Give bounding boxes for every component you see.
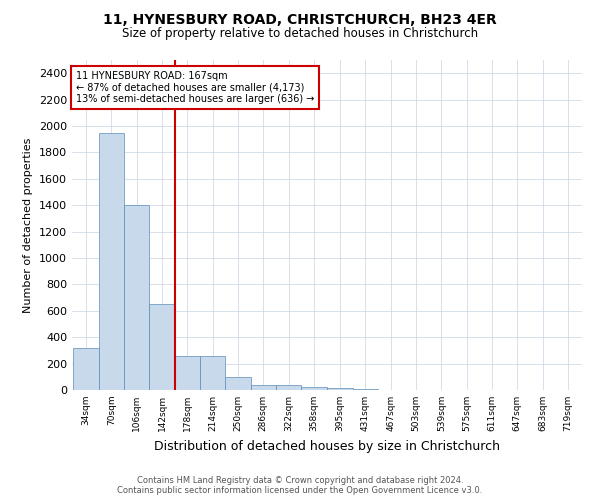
Text: 11, HYNESBURY ROAD, CHRISTCHURCH, BH23 4ER: 11, HYNESBURY ROAD, CHRISTCHURCH, BH23 4… <box>103 12 497 26</box>
Bar <box>276 384 301 390</box>
Bar <box>149 304 175 390</box>
Bar <box>251 384 276 390</box>
Text: Contains HM Land Registry data © Crown copyright and database right 2024.
Contai: Contains HM Land Registry data © Crown c… <box>118 476 482 495</box>
Bar <box>73 348 99 390</box>
Bar <box>328 388 353 390</box>
X-axis label: Distribution of detached houses by size in Christchurch: Distribution of detached houses by size … <box>154 440 500 452</box>
Bar <box>200 356 226 390</box>
Text: Size of property relative to detached houses in Christchurch: Size of property relative to detached ho… <box>122 28 478 40</box>
Y-axis label: Number of detached properties: Number of detached properties <box>23 138 34 312</box>
Bar <box>175 356 200 390</box>
Bar <box>301 386 326 390</box>
Bar <box>226 378 251 390</box>
Bar <box>124 205 149 390</box>
Text: 11 HYNESBURY ROAD: 167sqm
← 87% of detached houses are smaller (4,173)
13% of se: 11 HYNESBURY ROAD: 167sqm ← 87% of detac… <box>76 70 314 104</box>
Bar <box>99 132 124 390</box>
